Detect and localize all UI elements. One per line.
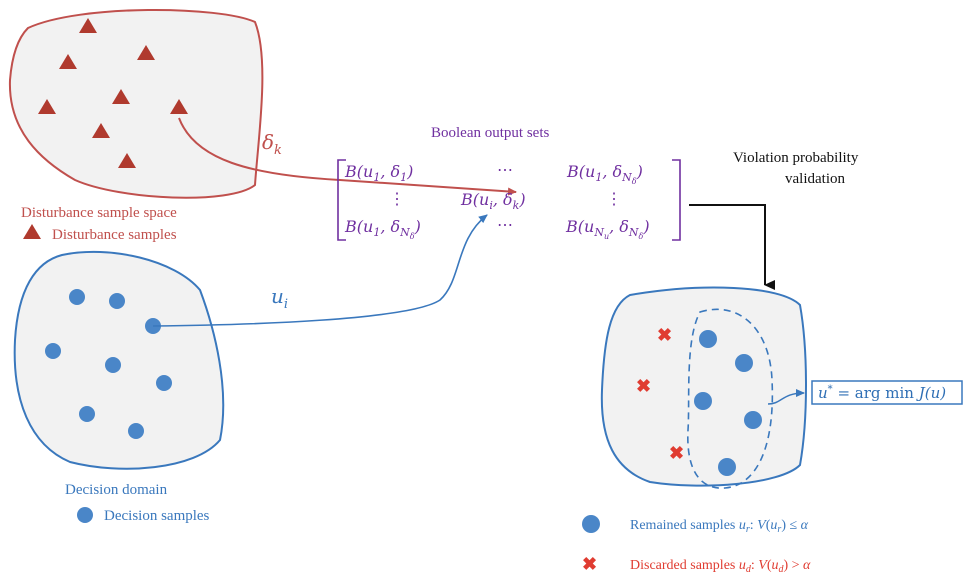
remained-sample-dot [735, 354, 753, 372]
validation-arrow [689, 204, 775, 290]
matrix-cell: B(u1, δNδ) [344, 217, 421, 241]
matrix-cell: ⋮ [606, 189, 622, 208]
discarded-sample-cross-icon: ✖ [636, 376, 651, 396]
delta-k-symbol: δk [262, 130, 282, 158]
discarded-samples: ✖ ✖ ✖ [636, 325, 684, 463]
disturbance-space-label: Disturbance sample space [21, 205, 177, 221]
decision-sample-dot [45, 343, 61, 359]
decision-sample-dot [79, 406, 95, 422]
disturbance-sample-triangle [92, 123, 110, 138]
decision-arrow [152, 214, 488, 327]
decision-legend-label: Decision samples [104, 508, 210, 524]
disturbance-sample-triangle [170, 99, 188, 114]
matrix-cell: B(uNu, δNδ) [565, 217, 650, 241]
remained-sample-dot [718, 458, 736, 476]
optimum-box [811, 380, 963, 405]
discarded-legend-label: Discarded samples ud: V(ud) > α [630, 558, 811, 575]
optimum-arrow [767, 389, 805, 405]
decision-sample-dot [105, 357, 121, 373]
result-region [600, 286, 807, 487]
optimum-formula: u* = arg min J(u) [818, 384, 946, 402]
decision-samples [45, 289, 172, 439]
matrix-left-bracket [337, 159, 346, 241]
disturbance-space-region [8, 9, 264, 199]
matrix-cell: B(u1, δNδ) [566, 162, 643, 186]
matrix-right-bracket [672, 159, 681, 241]
validation-label-line1: Violation probability [733, 150, 859, 166]
remained-sample-dot [699, 330, 717, 348]
decision-sample-dot [69, 289, 85, 305]
decision-sample-dot [156, 375, 172, 391]
matrix-cell: B(ui, δk) [460, 190, 526, 212]
remained-samples [694, 330, 762, 476]
boolean-output-title: Boolean output sets [431, 125, 549, 141]
boolean-matrix: B(u1, δ1) ⋯ B(u1, δNδ) ⋮ B(ui, δk) ⋮ B(u… [344, 160, 650, 241]
decision-sample-dot [109, 293, 125, 309]
disturbance-sample-triangle [59, 54, 77, 69]
disturbance-sample-triangle [112, 89, 130, 104]
discarded-sample-cross-icon: ✖ [657, 325, 672, 345]
disturbance-sample-triangle [137, 45, 155, 60]
disturbance-sample-triangle [38, 99, 56, 114]
disturbance-sample-triangle [118, 153, 136, 168]
feasible-set-boundary [687, 308, 774, 489]
discarded-sample-cross-icon: ✖ [669, 443, 684, 463]
u-i-symbol: ui [271, 284, 288, 312]
discarded-legend-cross-icon: ✖ [582, 554, 597, 574]
matrix-cell: ⋮ [389, 189, 405, 208]
decision-domain-label: Decision domain [65, 482, 168, 498]
matrix-cell: B(u1, δ1) [344, 162, 413, 184]
disturbance-arrow [178, 117, 517, 196]
decision-sample-dot [128, 423, 144, 439]
matrix-cell: ⋯ [497, 160, 513, 179]
decision-legend-dot-icon [77, 507, 93, 523]
disturbance-samples [38, 18, 188, 168]
remained-sample-dot [694, 392, 712, 410]
validation-label-line2: validation [785, 171, 845, 187]
matrix-cell: ⋯ [497, 215, 513, 234]
disturbance-legend-triangle-icon [23, 224, 41, 239]
remained-legend-dot-icon [582, 515, 600, 533]
remained-sample-dot [744, 411, 762, 429]
disturbance-sample-triangle [79, 18, 97, 33]
remained-legend-label: Remained samples ur: V(ur) ≤ α [630, 518, 809, 535]
disturbance-legend-label: Disturbance samples [52, 227, 177, 243]
